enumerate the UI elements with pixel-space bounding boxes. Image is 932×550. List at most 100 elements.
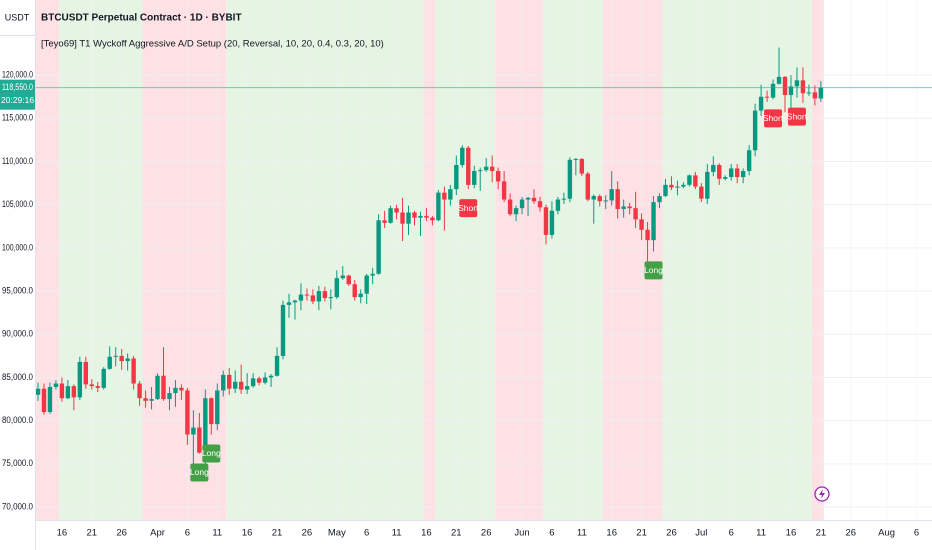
candle — [125, 353, 130, 371]
candle — [758, 84, 764, 116]
x-tick-label: 21 — [86, 528, 97, 539]
candle — [59, 377, 65, 402]
candle-body — [71, 386, 77, 398]
candle — [555, 196, 561, 215]
zone — [435, 0, 496, 520]
x-tick-label: 26 — [666, 528, 677, 539]
x-tick-label: 11 — [392, 528, 402, 539]
candle-body — [238, 381, 244, 390]
x-tick-label: 16 — [421, 528, 432, 539]
x-tick-label: 6 — [549, 528, 554, 539]
candle — [167, 386, 172, 411]
x-tick-label: Apr — [150, 528, 165, 539]
candle — [776, 47, 782, 85]
candle — [250, 373, 256, 388]
y-tick-label: 120,000.0 — [2, 70, 33, 80]
candle — [95, 381, 100, 393]
chart-title: BTCUSDT Perpetual Contract · 1D · BYBIT — [41, 13, 242, 24]
candle — [567, 157, 573, 203]
y-tick-label: 100,000.0 — [2, 242, 33, 252]
candle-body — [155, 375, 160, 400]
candle-body — [203, 398, 208, 453]
candle-body — [752, 110, 758, 151]
candle — [137, 380, 142, 406]
candle — [358, 289, 363, 304]
candle-body — [173, 387, 178, 394]
candle — [71, 384, 77, 411]
zone — [542, 0, 603, 520]
candle — [77, 356, 83, 400]
signal-label: Long — [644, 265, 663, 275]
candle-body — [209, 398, 214, 425]
candle — [693, 171, 698, 190]
candle — [711, 156, 716, 177]
candle — [53, 380, 59, 390]
signal-label: Long — [190, 467, 209, 477]
candle-body — [770, 83, 776, 98]
signal: Short — [763, 109, 784, 128]
candle-body — [663, 184, 668, 197]
candle-body — [125, 358, 130, 362]
candle — [615, 181, 620, 219]
candle — [466, 145, 471, 190]
candle-body — [615, 189, 620, 210]
candle-body — [244, 386, 250, 390]
candle — [430, 215, 435, 226]
candle — [442, 186, 447, 231]
alert-icon[interactable] — [814, 486, 830, 502]
candle-body — [167, 393, 172, 400]
x-tick-label: 26 — [116, 528, 127, 539]
candle — [669, 176, 674, 191]
candle — [675, 180, 680, 196]
x-tick-label: 16 — [786, 528, 797, 539]
candles — [35, 47, 932, 469]
signal-box — [202, 444, 221, 463]
candle — [484, 158, 489, 172]
x-tick-label: Jul — [695, 528, 707, 539]
candle-body — [388, 208, 393, 223]
candle — [47, 382, 53, 414]
y-tick-label: 75,000.0 — [2, 458, 33, 468]
candle-body — [782, 76, 788, 96]
candle — [340, 266, 345, 280]
zone — [423, 0, 436, 520]
candle-body — [316, 291, 322, 302]
candle — [101, 367, 106, 390]
candle-body — [579, 158, 585, 174]
candle-body — [382, 220, 387, 223]
signal-box — [787, 107, 806, 126]
candle — [525, 196, 531, 216]
candle-body — [818, 87, 824, 99]
candle-body — [758, 96, 764, 111]
candle — [161, 347, 166, 401]
candle — [501, 171, 507, 203]
candle-body — [543, 207, 549, 235]
candle — [418, 211, 423, 236]
candle-body — [699, 186, 704, 199]
candle-body — [729, 168, 734, 178]
candle — [621, 199, 626, 218]
candle — [191, 410, 196, 469]
candle — [657, 193, 662, 209]
candle — [531, 189, 537, 204]
candle — [812, 85, 818, 106]
candle-body — [227, 374, 232, 389]
zone — [495, 0, 543, 520]
candle-body — [370, 273, 375, 276]
candle-body — [394, 208, 399, 213]
candle-body — [609, 189, 614, 201]
candle-body — [669, 184, 674, 188]
x-tick-label: 26 — [302, 528, 313, 539]
candle-body — [233, 381, 238, 389]
candle-body — [101, 368, 106, 388]
candle-body — [436, 192, 441, 221]
candle-body — [585, 173, 590, 200]
candle-body — [442, 192, 447, 200]
candle — [782, 76, 788, 113]
candle-body — [448, 189, 453, 200]
candle-body — [812, 92, 818, 99]
candle — [131, 355, 136, 390]
x-tick-label: 21 — [636, 528, 647, 539]
last-price-label: 118,550.0 — [2, 82, 33, 92]
candle-body — [723, 177, 728, 179]
